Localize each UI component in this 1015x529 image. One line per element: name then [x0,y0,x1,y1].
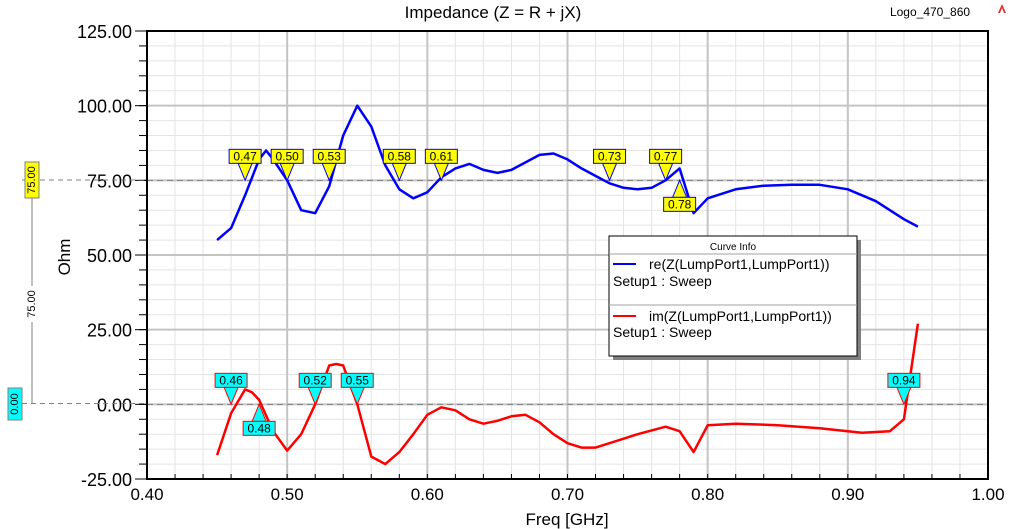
marker-0.50: 0.50 [270,148,304,182]
marker-label: 0.50 [275,149,299,163]
marker-pointer [307,386,323,406]
x-tick-label: 1.00 [971,485,1004,504]
marker-pointer [391,162,408,182]
marker-0.48: 0.48 [242,403,276,436]
marker-label: 0.94 [892,373,916,387]
marker-box [887,372,921,388]
marker-0.55: 0.55 [340,372,374,406]
x-tick-label: 0.40 [130,485,163,504]
x-tick-label: 0.60 [411,485,444,504]
y-tick-label: 0.00 [97,395,132,415]
marker-box [593,148,627,164]
marker-0.46: 0.46 [214,372,248,406]
marker-label: 0.58 [388,149,412,163]
marker-pointer [433,162,450,182]
marker-0.73: 0.73 [593,148,627,182]
legend-setup-re: Setup1 : Sweep [613,273,712,289]
re-z-curve [216,104,919,242]
marker-label: 0.47 [233,149,257,163]
legend-entry-im: im(Z(LumpPort1,LumpPort1)) [649,308,832,324]
marker-label: 0.53 [318,149,342,163]
x-tick-label: 0.80 [691,485,724,504]
marker-label: 0.46 [219,373,243,387]
y-tick-label: 125.00 [77,22,132,42]
grid [146,30,989,480]
marker-label: 0.73 [598,149,622,163]
legend[interactable]: Curve Info re(Z(LumpPort1,LumpPort1)) Se… [608,235,861,360]
marker-0.52: 0.52 [298,372,332,406]
im-z-curve [215,323,920,466]
delta-annotation: 75.00 0.00 75.00 [7,161,147,421]
delta-label: 75.00 [26,290,38,318]
logo-icon [998,4,1006,13]
marker-box [340,372,374,388]
marker-label: 0.61 [430,149,454,163]
marker-pointer [601,162,618,182]
marker-box [298,372,332,388]
y-tick-label: -25.00 [81,470,132,490]
y-tick-label: 50.00 [87,246,132,266]
marker-pointer [896,386,912,406]
marker-0.77: 0.77 [649,148,683,182]
marker-pointer [657,162,674,182]
marker-0.58: 0.58 [382,148,416,182]
marker-0.61: 0.61 [424,148,458,182]
marker-box [649,148,683,164]
marker-label: 0.78 [668,197,692,211]
marker-label: 0.48 [247,421,271,435]
ref-label-0: 0.00 [9,393,21,414]
marker-label: 0.77 [654,149,678,163]
x-tick-label: 0.70 [551,485,584,504]
x-tick-label: 0.90 [831,485,864,504]
x-tick-label: 0.50 [271,485,304,504]
marker-pointer [237,162,253,182]
marker-0.47: 0.47 [228,148,262,182]
y-axis-label: Ohm [55,239,74,276]
chart-title: Impedance (Z = R + jX) [405,3,582,22]
marker-0.78: 0.78 [663,179,697,212]
marker-0.53: 0.53 [312,148,346,182]
marker-box [382,148,416,164]
y-tick-label: 75.00 [87,171,132,191]
marker-0.94: 0.94 [887,372,921,406]
marker-box [270,148,304,164]
markers-layer: 0.47 0.50 0.53 0.58 0.61 0.73 0.77 0.78 0.46 0.48… [214,148,921,436]
marker-pointer [223,386,239,406]
axes: 0.40 0.50 0.60 0.70 0.80 0.90 1.00 125.00 100.00… [77,22,1005,504]
legend-setup-im: Setup1 : Sweep [613,324,712,340]
marker-box [424,148,458,164]
y-tick-label: 25.00 [87,321,132,341]
marker-box [312,148,346,164]
marker-label: 0.55 [346,373,370,387]
marker-box [214,372,248,388]
marker-box [242,420,276,436]
series-layer [215,104,920,466]
y-tick-label: 100.00 [77,97,132,117]
x-axis-label: Freq [GHz] [525,510,608,529]
legend-entry-re: re(Z(LumpPort1,LumpPort1)) [649,256,830,272]
logo-label: Logo_470_860 [890,5,970,19]
ref-label-75: 75.00 [26,166,38,194]
marker-box [228,148,262,164]
marker-label: 0.52 [304,373,328,387]
marker-box [663,196,697,212]
marker-pointer [349,386,365,406]
legend-title: Curve Info [710,242,757,253]
